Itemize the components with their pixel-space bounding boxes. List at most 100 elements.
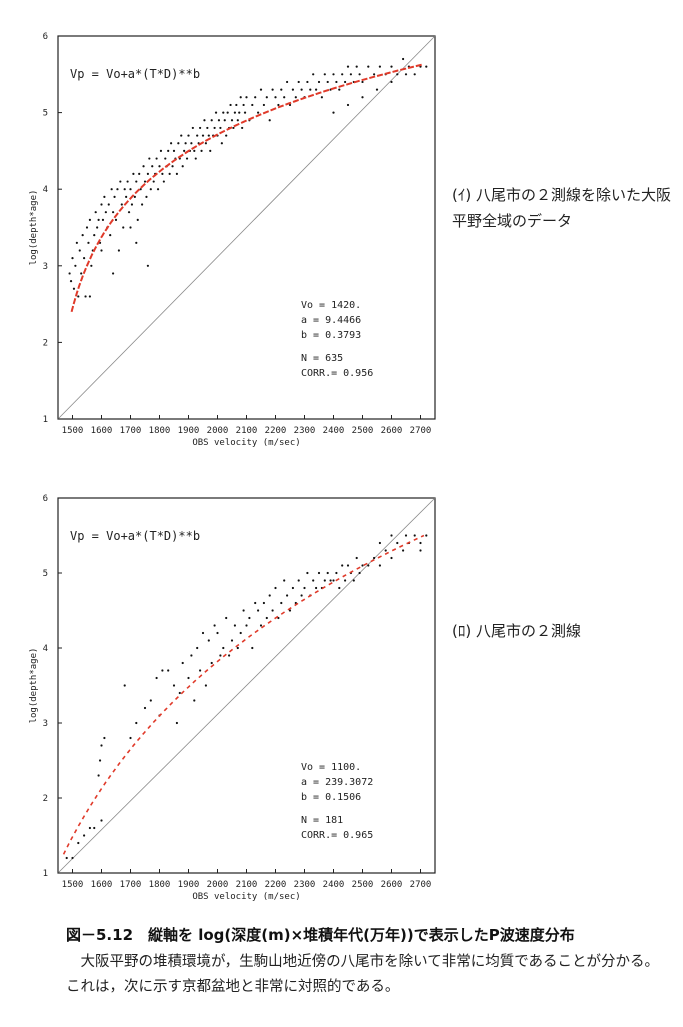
data-point xyxy=(268,594,271,597)
data-point xyxy=(396,541,399,545)
data-point xyxy=(110,188,113,191)
data-point xyxy=(203,119,206,122)
data-point xyxy=(151,165,154,168)
data-point xyxy=(170,142,173,145)
data-point xyxy=(226,111,229,114)
data-point xyxy=(315,586,318,590)
data-point xyxy=(425,65,428,68)
data-point xyxy=(228,654,231,657)
data-point xyxy=(217,119,221,122)
data-point xyxy=(373,73,376,76)
data-point xyxy=(332,579,335,582)
data-point xyxy=(149,188,152,191)
data-point xyxy=(425,534,428,537)
data-point xyxy=(207,134,210,137)
x-tick-label: 2400 xyxy=(323,426,345,436)
data-point xyxy=(98,759,102,762)
data-point xyxy=(77,295,80,298)
data-point xyxy=(194,157,197,160)
y-tick-label: 2 xyxy=(43,338,48,348)
y-tick-label: 4 xyxy=(43,185,48,195)
data-point xyxy=(241,126,244,130)
data-point xyxy=(94,211,97,214)
data-point xyxy=(329,579,332,582)
data-point xyxy=(83,834,86,837)
data-point xyxy=(254,96,257,99)
data-point xyxy=(229,103,232,107)
x-axis-label: OBS velocity (m/sec) xyxy=(192,438,300,448)
data-point xyxy=(361,80,364,84)
x-tick-label: 1500 xyxy=(62,426,84,436)
data-point xyxy=(181,661,184,665)
data-point xyxy=(85,226,89,229)
data-point xyxy=(265,96,268,99)
chart-panel-i: 1500 1600 1700 1800 1900 2000 2100 2200 2300 2400… xyxy=(29,32,436,448)
data-point xyxy=(100,819,103,822)
data-point xyxy=(125,195,128,198)
data-point xyxy=(390,556,393,560)
data-point xyxy=(419,541,422,545)
data-point xyxy=(257,609,260,612)
data-point xyxy=(274,96,277,99)
data-point xyxy=(402,57,405,61)
fit-parameter: a = 239.3072 xyxy=(301,777,373,788)
data-point xyxy=(280,601,283,605)
data-point xyxy=(83,257,86,260)
data-point xyxy=(135,180,138,183)
data-point xyxy=(199,126,202,130)
data-point xyxy=(222,646,225,650)
data-point xyxy=(71,257,74,260)
data-point xyxy=(262,601,265,605)
data-point xyxy=(378,564,381,567)
data-point xyxy=(219,654,222,657)
data-point xyxy=(71,856,74,860)
data-point xyxy=(65,856,68,860)
data-point xyxy=(367,65,370,68)
data-point xyxy=(127,211,131,214)
data-point xyxy=(265,616,268,620)
formula-text: Vp = Vo+a*(T*D)**b xyxy=(70,529,200,543)
data-point xyxy=(88,295,91,298)
data-point xyxy=(355,65,358,68)
x-tick-label: 2500 xyxy=(352,426,374,436)
data-point xyxy=(235,103,238,107)
data-point xyxy=(268,119,271,122)
data-point xyxy=(214,111,218,114)
data-point xyxy=(210,119,213,122)
data-point xyxy=(346,65,350,68)
data-point xyxy=(135,241,138,244)
data-point xyxy=(172,684,176,687)
data-point xyxy=(129,188,132,191)
data-point xyxy=(338,88,341,91)
y-tick-label: 1 xyxy=(43,415,48,425)
data-point xyxy=(335,571,338,575)
data-point xyxy=(177,142,180,145)
data-point xyxy=(280,88,283,91)
data-point xyxy=(80,272,83,275)
x-tick-label: 2500 xyxy=(352,880,374,890)
data-point xyxy=(120,203,123,206)
data-point xyxy=(196,134,199,137)
data-point xyxy=(306,80,309,84)
data-point xyxy=(126,180,129,183)
y-tick-label: 6 xyxy=(43,494,48,504)
data-point xyxy=(90,264,93,267)
x-tick-label: 1500 xyxy=(62,880,84,890)
data-point xyxy=(142,165,145,168)
data-point xyxy=(283,579,286,582)
data-point xyxy=(251,103,254,107)
data-point xyxy=(248,616,251,620)
data-point xyxy=(419,549,422,552)
data-point xyxy=(225,134,228,137)
data-point xyxy=(320,96,323,99)
data-point xyxy=(93,234,96,237)
data-point xyxy=(130,203,134,206)
data-point xyxy=(68,272,71,275)
data-point xyxy=(230,639,234,642)
x-tick-label: 1600 xyxy=(91,426,113,436)
data-point xyxy=(164,157,167,160)
data-point xyxy=(378,65,381,68)
data-point xyxy=(193,149,196,152)
data-point xyxy=(77,841,80,845)
data-point xyxy=(72,287,76,290)
